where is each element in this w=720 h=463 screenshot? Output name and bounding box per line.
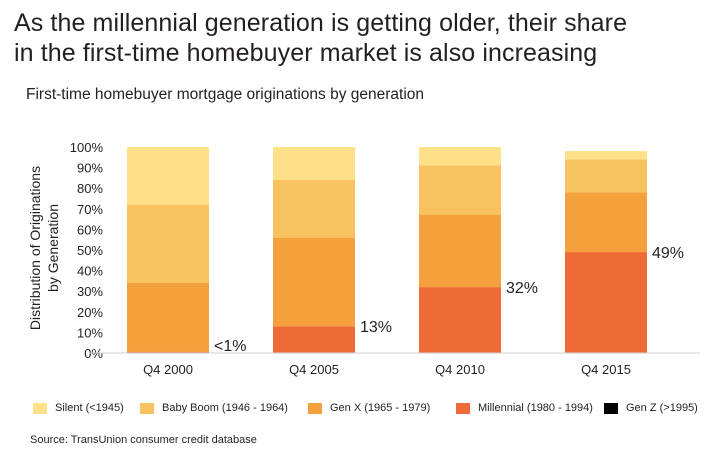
- bar-segment: [273, 237, 355, 327]
- x-tick-label: Q4 2010: [435, 362, 485, 377]
- y-axis-label-line-2: by Generation: [45, 204, 61, 292]
- legend-label: Gen X (1965 - 1979): [330, 402, 431, 414]
- y-tick-label: 100%: [70, 140, 104, 155]
- y-tick-label: 10%: [77, 325, 103, 340]
- data-label: 13%: [360, 319, 392, 336]
- legend-item: Silent (<1945): [33, 402, 124, 414]
- bar-segment: [273, 326, 355, 353]
- legend-item: Millennial (1980 - 1994): [456, 402, 593, 414]
- bars: [127, 147, 647, 353]
- legend-item: Baby Boom (1946 - 1964): [140, 402, 288, 414]
- data-labels: <1% 13% 32% 49%: [214, 245, 684, 355]
- chart-title-line-2: in the first-time homebuyer market is al…: [14, 39, 598, 67]
- stacked-bar-chart: Distribution of Originations by Generati…: [27, 140, 700, 377]
- x-tick-label: Q4 2000: [143, 362, 193, 377]
- bar-segment: [565, 159, 647, 193]
- data-label: <1%: [214, 338, 246, 355]
- legend-label: Silent (<1945): [55, 402, 124, 414]
- legend-swatch: [456, 402, 470, 414]
- data-label: 32%: [506, 280, 538, 297]
- legend-label: Baby Boom (1946 - 1964): [162, 402, 288, 414]
- bar-segment: [565, 151, 647, 160]
- legend-label: Gen Z (>1995): [626, 402, 698, 414]
- bar-segment: [127, 147, 209, 205]
- y-axis-title: Distribution of Originations by Generati…: [27, 166, 61, 330]
- legend-swatch: [308, 402, 322, 414]
- y-axis-ticks: 0%10%20%30%40%50%60%70%80%90%100%: [70, 140, 104, 361]
- data-label: 49%: [652, 245, 684, 262]
- legend-swatch: [604, 402, 618, 414]
- legend: Silent (<1945) Baby Boom (1946 - 1964) Gen…: [0, 402, 720, 420]
- bar-segment: [419, 287, 501, 353]
- legend-swatch: [140, 402, 154, 414]
- bar-segment: [127, 204, 209, 283]
- y-tick-label: 60%: [77, 222, 103, 237]
- bar-segment: [273, 147, 355, 180]
- y-axis-label-line-1: Distribution of Originations: [27, 166, 43, 330]
- bar-segment: [565, 252, 647, 353]
- y-tick-label: 30%: [77, 284, 103, 299]
- x-tick-label: Q4 2005: [289, 362, 339, 377]
- legend-item: Gen X (1965 - 1979): [308, 402, 430, 414]
- chart-title-line-1: As the millennial generation is getting …: [14, 9, 628, 37]
- bar-segment: [565, 192, 647, 253]
- legend-swatch: [33, 402, 47, 414]
- bar-segment: [419, 147, 501, 166]
- bar-segment: [127, 282, 209, 352]
- y-tick-label: 70%: [77, 202, 103, 217]
- y-tick-label: 40%: [77, 264, 103, 279]
- y-tick-label: 20%: [77, 305, 103, 320]
- bar-segment: [127, 351, 209, 353]
- legend-label: Millennial (1980 - 1994): [478, 402, 593, 414]
- bar-segment: [419, 214, 501, 288]
- y-tick-label: 80%: [77, 181, 103, 196]
- source-note: Source: TransUnion consumer credit datab…: [30, 434, 257, 446]
- chart-subtitle: First-time homebuyer mortgage originatio…: [26, 86, 425, 103]
- bar-segment: [273, 179, 355, 238]
- bar-segment: [419, 165, 501, 215]
- legend-item: Gen Z (>1995): [604, 402, 698, 414]
- y-tick-label: 50%: [77, 243, 103, 258]
- y-tick-label: 90%: [77, 161, 103, 176]
- x-tick-label: Q4 2015: [581, 362, 631, 377]
- x-axis-labels: Q4 2000 Q4 2005 Q4 2010 Q4 2015: [143, 362, 631, 377]
